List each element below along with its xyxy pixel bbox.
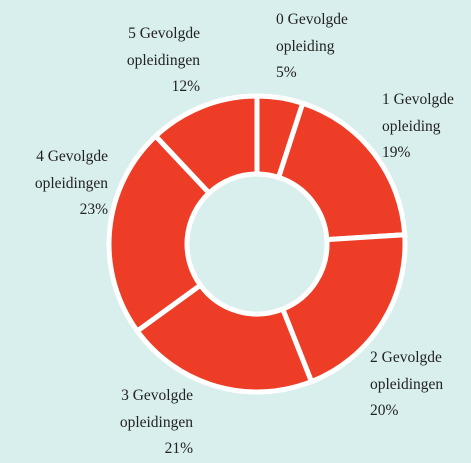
value-label: 20% (370, 402, 399, 419)
donut-segment (106, 132, 213, 335)
segment-label: 1 Gevolgde opleiding 19% (382, 87, 471, 167)
segment-label: 3 Gevolgde opleidingen 21% (93, 383, 193, 463)
segment-label: 0 Gevolgde opleiding 5% (276, 7, 376, 87)
value-label: 12% (171, 78, 200, 95)
value-label: 5% (276, 64, 297, 81)
value-label: 19% (382, 144, 411, 161)
value-label: 23% (79, 201, 108, 218)
category-label: 2 Gevolgde opleidingen (370, 349, 444, 393)
category-label: 1 Gevolgde opleiding (382, 91, 454, 135)
donut-segment (133, 281, 315, 395)
donut-segment (279, 232, 408, 385)
category-label: 4 Gevolgde opleidingen (34, 148, 108, 192)
value-label: 21% (164, 440, 193, 457)
category-label: 0 Gevolgde opleiding (276, 11, 348, 55)
segment-label: 2 Gevolgde opleidingen 20% (370, 345, 470, 425)
category-label: 3 Gevolgde opleidingen (119, 387, 193, 431)
segment-label: 5 Gevolgde opleidingen 12% (100, 21, 200, 101)
segment-label: 4 Gevolgde opleidingen 23% (8, 144, 108, 224)
category-label: 5 Gevolgde opleidingen (126, 25, 200, 69)
donut-segment (275, 100, 408, 243)
donut-segment (152, 93, 260, 197)
